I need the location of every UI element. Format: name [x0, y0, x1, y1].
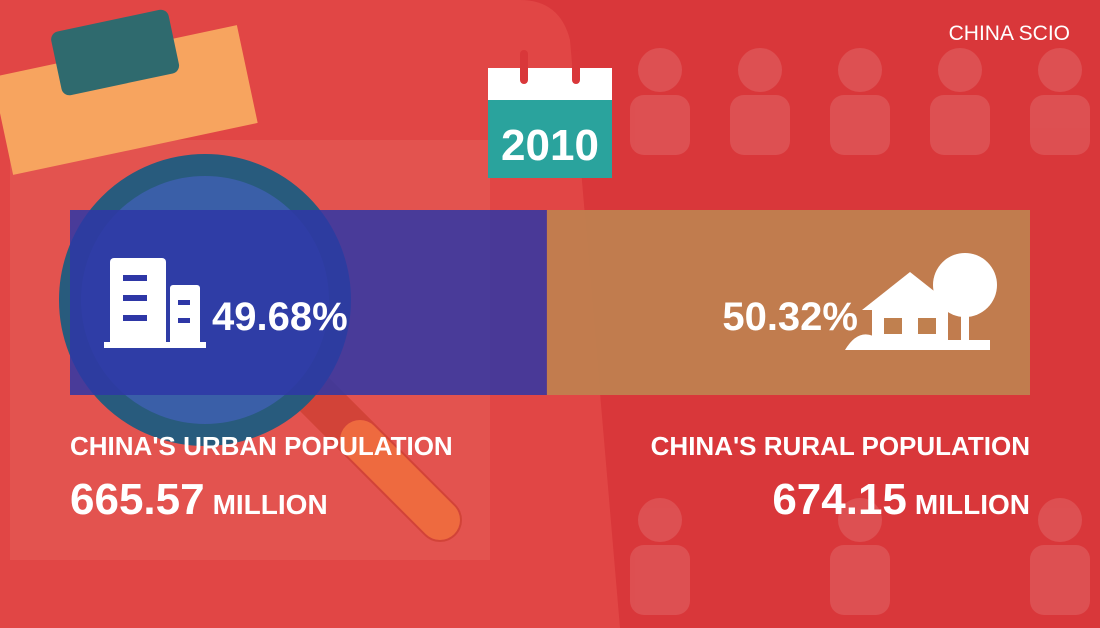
population-value: 665.57	[70, 475, 205, 524]
population: 674.15 MILLION	[772, 475, 1030, 524]
value-label: 49.68%	[212, 295, 348, 339]
legend-label: CHINA'S RURAL POPULATION	[651, 431, 1030, 461]
year: 2010	[501, 121, 599, 170]
buildings-icon	[104, 258, 206, 348]
legend-label: CHINA'S URBAN POPULATION	[70, 431, 453, 461]
calendar-icon: 2010	[488, 50, 612, 178]
house-icon	[845, 253, 997, 350]
population-unit: MILLION	[915, 489, 1030, 520]
population: 665.57 MILLION	[70, 475, 328, 524]
population-unit: MILLION	[213, 489, 328, 520]
population-value: 674.15	[772, 475, 907, 524]
people-pattern	[630, 48, 1090, 615]
brand: CHINA SCIO	[949, 22, 1070, 45]
value-label: 50.32%	[722, 295, 858, 339]
